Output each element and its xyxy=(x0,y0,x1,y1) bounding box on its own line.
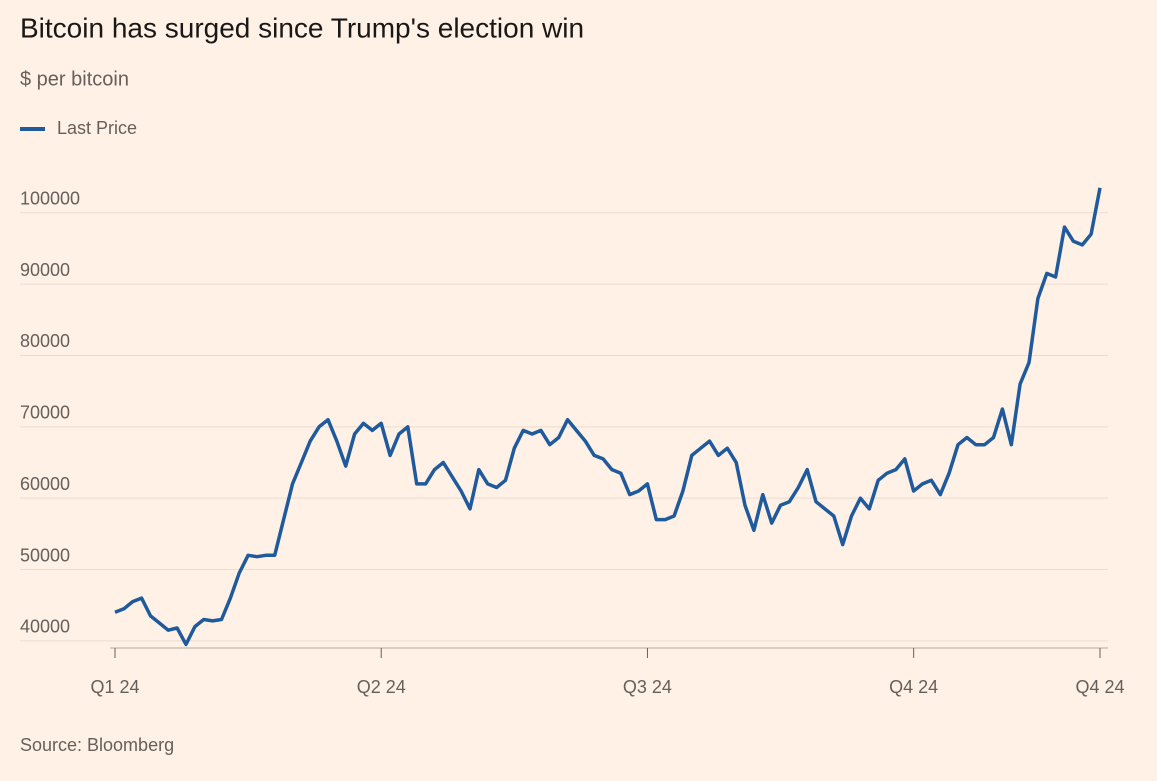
x-tick-label: Q1 24 xyxy=(90,677,139,697)
price-line xyxy=(114,187,1102,647)
source: Source: Bloomberg xyxy=(20,735,174,755)
x-tick-label: Q2 24 xyxy=(357,677,406,697)
legend-label: Last Price xyxy=(57,118,137,138)
y-tick-label: 60000 xyxy=(20,474,70,494)
y-tick-label: 80000 xyxy=(20,331,70,351)
chart-subtitle: $ per bitcoin xyxy=(20,68,129,90)
y-tick-label: 40000 xyxy=(20,617,70,637)
x-tick-label: Q3 24 xyxy=(623,677,672,697)
y-tick-label: 50000 xyxy=(20,545,70,565)
x-tick-label: Q4 24 xyxy=(889,677,938,697)
chart-title: Bitcoin has surged since Trump's electio… xyxy=(20,12,584,43)
x-tick-label: Q4 24 xyxy=(1075,677,1124,697)
y-tick-label: 100000 xyxy=(20,189,80,209)
y-tick-label: 90000 xyxy=(20,260,70,280)
y-tick-label: 70000 xyxy=(20,403,70,423)
